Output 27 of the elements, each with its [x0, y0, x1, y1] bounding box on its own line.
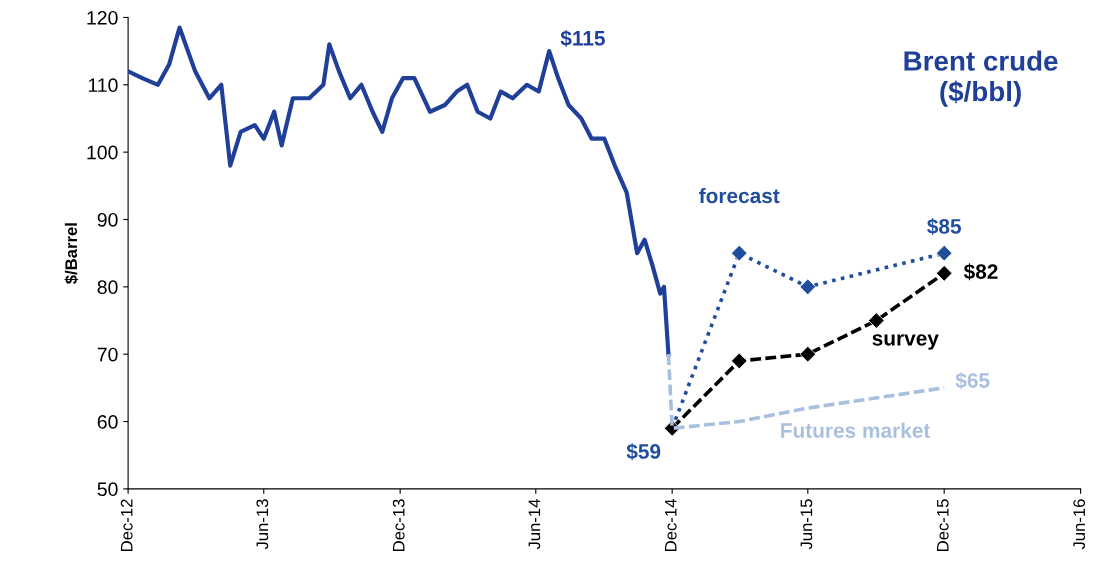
annotation: $115: [560, 29, 605, 47]
x-tick-label: Jun-13: [256, 499, 269, 550]
y-tick-label: 110: [88, 78, 118, 93]
y-tick-label: 90: [97, 212, 118, 227]
annotation: $82: [963, 263, 998, 281]
x-tick-label: Dec-13: [392, 499, 405, 551]
annotation: $65: [955, 372, 990, 390]
text: Brent crude ($/bbl): [904, 50, 1058, 107]
y-tick-label: 60: [97, 415, 118, 429]
x-tick-label: Jun-15: [800, 499, 813, 550]
series-label: Futures market: [781, 422, 931, 438]
x-tick-label: Dec-15: [937, 499, 949, 551]
x-tick-label: Dec-12: [120, 499, 133, 551]
series-label: survey: [872, 334, 939, 350]
y-tick-label: 70: [97, 347, 118, 362]
x-tick-label: Jun-16: [1073, 499, 1086, 550]
y-tick-label: 120: [87, 10, 118, 25]
x-tick-label: Dec-14: [665, 499, 677, 551]
annotation: $59: [626, 443, 661, 461]
annotation: $85: [927, 218, 961, 236]
x-tick-label: Jun-14: [528, 499, 541, 550]
y-tick-label: 50: [97, 482, 118, 497]
line-series: [128, 25, 671, 357]
y-tick-label: 100: [87, 145, 118, 160]
y-tick-label: 80: [97, 280, 118, 295]
text: forecast: [699, 187, 780, 204]
y-axis-title: $/Barrel: [64, 223, 79, 284]
